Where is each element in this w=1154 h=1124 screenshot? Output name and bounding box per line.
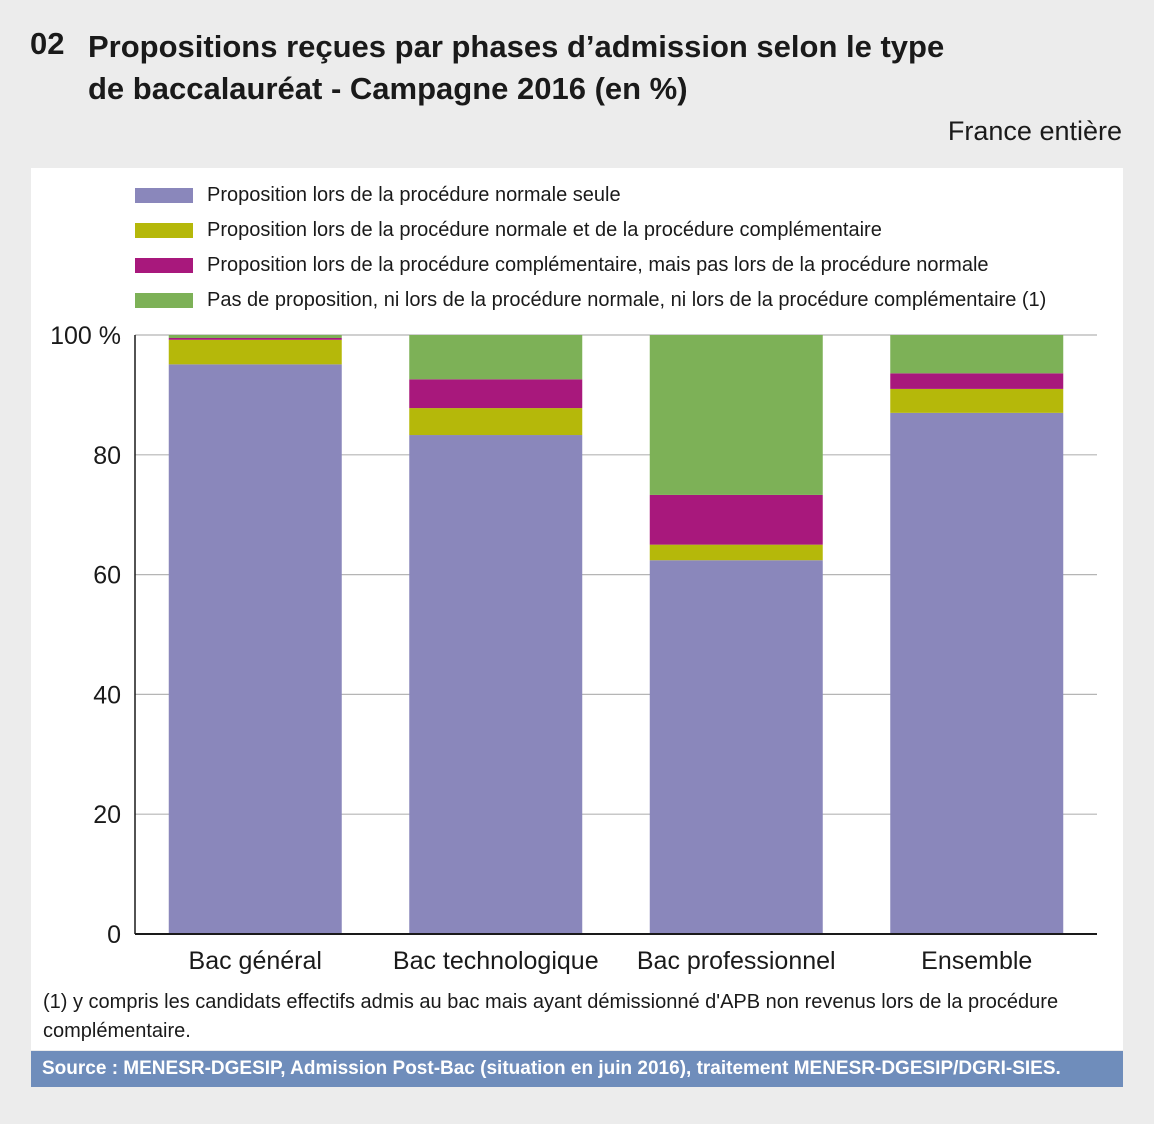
x-tick-label: Bac général xyxy=(189,947,322,975)
bar-segment xyxy=(890,335,1064,374)
x-tick-label: Ensemble xyxy=(921,947,1032,975)
y-tick-label: 40 xyxy=(93,681,121,709)
y-tick-label: 60 xyxy=(93,562,121,590)
y-tick-label: 100 % xyxy=(50,322,121,350)
legend-label: Proposition lors de la procédure complém… xyxy=(207,254,989,276)
bar-segment xyxy=(168,335,342,338)
chart-scope: France entière xyxy=(947,116,1122,146)
legend-item-complementaire-seule: Proposition lors de la procédure complém… xyxy=(135,248,1046,283)
bar-segment xyxy=(409,408,583,436)
legend-item-normale-et-complementaire: Proposition lors de la procédure normale… xyxy=(135,213,1046,248)
bar-segment xyxy=(409,379,583,409)
chart-legend: Proposition lors de la procédure normale… xyxy=(135,178,1046,318)
bar-segment xyxy=(890,388,1064,413)
stacked-bar-chart: 0 20 40 60 80 100 % Bac général Bac technologiq… xyxy=(50,322,1097,975)
bar-segment xyxy=(890,373,1064,389)
y-tick-label: 80 xyxy=(93,442,121,470)
bar-segment xyxy=(649,494,823,545)
bar-segment xyxy=(649,560,823,934)
legend-item-pas-de-proposition: Pas de proposition, ni lors de la procéd… xyxy=(135,283,1046,318)
legend-item-normale-seule: Proposition lors de la procédure normale… xyxy=(135,178,1046,213)
figure-number: 02 xyxy=(30,26,65,61)
legend-swatch xyxy=(135,188,193,203)
bar-segment xyxy=(649,335,823,495)
bar-segment xyxy=(168,337,342,340)
chart-panel: Proposition lors de la procédure normale… xyxy=(31,168,1123,1050)
bar-segment xyxy=(649,544,823,561)
bar-segment xyxy=(409,435,583,934)
source-text: Source : MENESR-DGESIP, Admission Post-B… xyxy=(42,1058,1061,1079)
x-tick-label: Bac professionnel xyxy=(637,947,836,975)
legend-swatch xyxy=(135,293,193,308)
legend-label: Pas de proposition, ni lors de la procéd… xyxy=(207,289,1047,311)
legend-swatch xyxy=(135,258,193,273)
bar-segment xyxy=(168,339,342,365)
legend-swatch xyxy=(135,223,193,238)
legend-label: Proposition lors de la procédure normale… xyxy=(207,219,882,241)
y-tick-label: 20 xyxy=(93,801,121,829)
chart-footnote: (1) y compris les candidats effectifs ad… xyxy=(43,991,1059,1042)
legend-label: Proposition lors de la procédure normale… xyxy=(207,184,621,206)
bar-segment xyxy=(890,412,1064,934)
bar-segment xyxy=(168,364,342,934)
bar-segment xyxy=(409,335,583,380)
source-bar: Source : MENESR-DGESIP, Admission Post-B… xyxy=(31,1051,1123,1087)
chart-title: Propositions reçues par phases d’admissi… xyxy=(88,29,945,106)
x-tick-label: Bac technologique xyxy=(393,947,599,975)
y-tick-label: 0 xyxy=(107,921,121,949)
